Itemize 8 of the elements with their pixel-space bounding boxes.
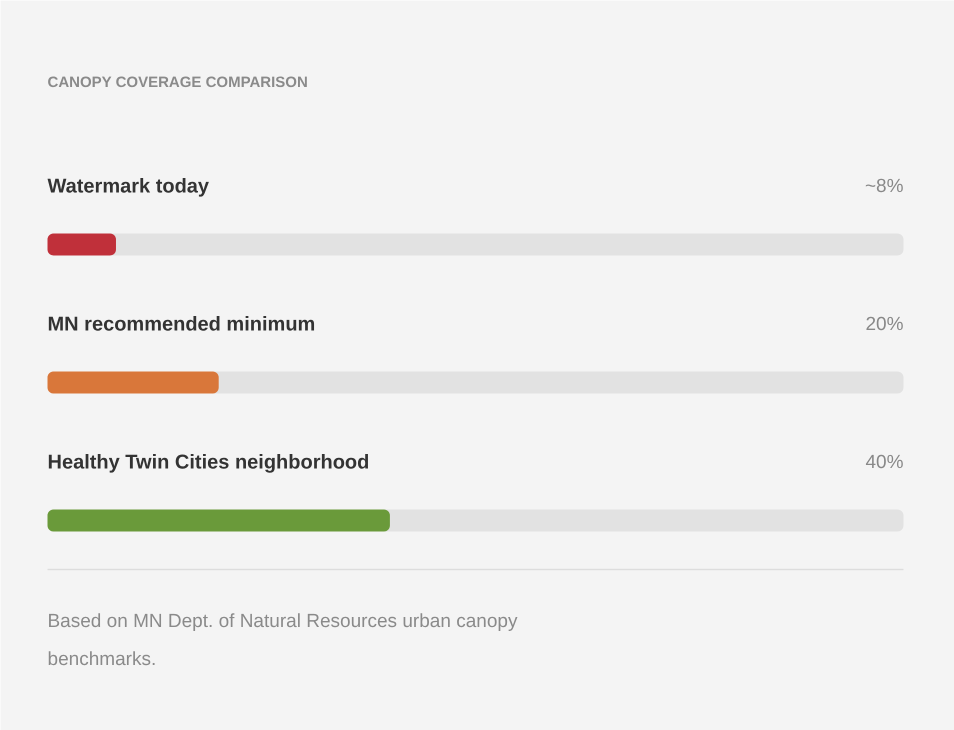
y-tick-label: Watermark today xyxy=(48,176,210,198)
y-tick-label: Healthy Twin Cities neighborhood xyxy=(48,452,370,474)
data-label: 20% xyxy=(865,314,904,335)
data-label: ~8% xyxy=(864,176,904,197)
y-tick-label: MN recommended minimum xyxy=(48,314,316,336)
chart-title: CANOPY COVERAGE COMPARISON xyxy=(48,74,308,91)
data-label: 40% xyxy=(865,452,904,473)
text: Based on MN Dept. of Natural Resources urban canopy benchmarks. xyxy=(48,611,518,670)
